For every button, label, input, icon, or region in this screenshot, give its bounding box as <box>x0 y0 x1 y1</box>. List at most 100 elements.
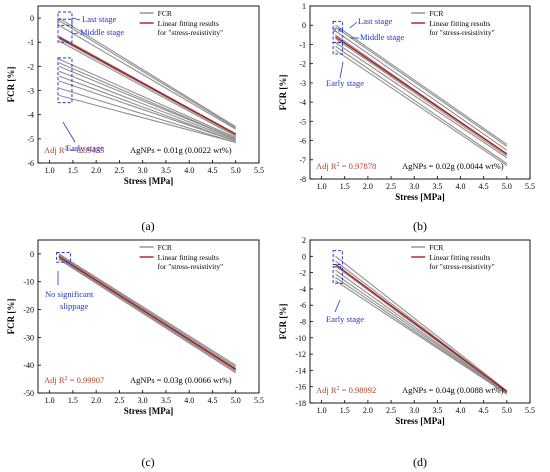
x-tick-label: 1.5 <box>68 396 78 405</box>
arrow-early-stage-b <box>339 61 344 79</box>
x-tick-label: 2.0 <box>363 406 373 415</box>
y-tick-label: -10 <box>23 278 34 287</box>
panel-label: (b) <box>413 219 427 233</box>
x-tick-label: 2.5 <box>386 406 396 415</box>
x-tick-label: 3.0 <box>138 396 148 405</box>
plot-frame <box>37 239 260 394</box>
y-tick-label: -20 <box>23 306 34 315</box>
y-tick-label: -40 <box>23 361 34 370</box>
fcr-series-line <box>335 26 508 147</box>
arrow-middle-stage <box>71 32 79 35</box>
panel-label: (d) <box>413 455 427 469</box>
annotation-middle-stage: Middle stage <box>80 27 124 37</box>
agnps-label: AgNPs = 0.01g (0.0022 wt%) <box>130 145 232 155</box>
legend-fcr-label: FCR <box>158 9 172 18</box>
fcr-series-line <box>58 75 236 142</box>
annotation-middle-stage-b: Middle stage <box>360 32 404 42</box>
y-tick-label: -1 <box>27 38 34 47</box>
y-tick-label: 0 <box>30 14 34 23</box>
x-tick-label: 4.0 <box>184 396 194 405</box>
agnps-label: AgNPs = 0.04g (0.0088 wt%) <box>402 385 504 395</box>
fcr-series-line <box>335 24 508 145</box>
x-tick-label: 5.5 <box>525 406 535 415</box>
y-tick-label: -14 <box>295 366 306 375</box>
fcr-series-line <box>58 87 236 143</box>
y-tick-label: -30 <box>23 333 34 342</box>
stage-highlight-box <box>332 266 343 284</box>
fcr-series-line <box>58 257 237 373</box>
y-tick-label: -12 <box>295 350 306 359</box>
fcr-series-line <box>58 58 236 139</box>
x-tick-label: 5.0 <box>231 166 241 175</box>
x-tick-label: 1.5 <box>340 182 350 191</box>
legend-fcr-label: FCR <box>429 243 443 252</box>
chart-panel-3: 1.0 1.5 2.0 2.5 3.0 3.5 4.0 4.5 5.0 5.5 0 -10 -20 -30… <box>6 239 264 469</box>
x-tick-label: 2.5 <box>114 396 124 405</box>
legend-fit-label: Linear fitting results <box>158 253 219 262</box>
y-tick-label: -2 <box>299 60 306 69</box>
fcr-series-line <box>335 280 508 395</box>
fcr-series-line <box>58 94 236 144</box>
x-tick-label: 2.0 <box>91 166 101 175</box>
fcr-series-line <box>58 65 236 140</box>
x-tick-label: 1.0 <box>317 406 327 415</box>
plot-frame <box>309 5 531 180</box>
y-tick-label: -50 <box>23 389 34 398</box>
stage-highlight-box <box>57 11 73 26</box>
x-tick-label: 1.0 <box>317 182 327 191</box>
y-tick-label: -4 <box>299 98 306 107</box>
y-axis-label: FCR [%] <box>278 304 288 340</box>
fcr-series-line <box>58 254 237 368</box>
x-tick-label: 4.0 <box>456 406 466 415</box>
x-tick-label: 3.5 <box>161 166 171 175</box>
annotation-early-stage-b: Early stage <box>326 78 364 88</box>
linear-fit-line <box>58 256 237 370</box>
x-tick-label: 2.0 <box>91 396 101 405</box>
x-tick-label: 4.5 <box>479 406 489 415</box>
adj-r2-label: Adj R2 = 0.97878 <box>316 161 376 171</box>
y-axis-label: FCR [%] <box>278 75 288 111</box>
x-axis-label: Stress [MPa] <box>124 406 174 416</box>
stage-highlight-box <box>332 42 343 55</box>
x-tick-label: 1.0 <box>45 166 55 175</box>
agnps-label: AgNPs = 0.03g (0.0066 wt%) <box>130 375 232 385</box>
annotation-no-slippage: No significant <box>45 289 94 299</box>
y-tick-label: -18 <box>295 399 306 408</box>
x-tick-label: 2.5 <box>114 166 124 175</box>
y-tick-label: -6 <box>27 159 34 168</box>
adj-r2-label: Adj R2 = 0.89435 <box>44 145 104 155</box>
annotation-last-stage-b: Last stage <box>358 16 392 26</box>
fcr-series-line <box>58 70 236 141</box>
y-tick-label: 0 <box>302 21 306 30</box>
chart-panel-2: 1.0 1.5 2.0 2.5 3.0 3.5 4.0 4.5 5.0 5.5 1 0 -1 -2 -3 -4… <box>278 2 535 233</box>
x-tick-label: 5.5 <box>254 396 264 405</box>
chart-panel-4: 1.0 1.5 2.0 2.5 3.0 3.5 4.0 4.5 5.0 5.5 2 0 -2 -4 -6 -8… <box>278 236 535 469</box>
legend-fit-label: Linear fitting results <box>429 19 490 28</box>
x-tick-label: 3.0 <box>409 182 419 191</box>
fcr-series-line <box>58 80 236 142</box>
stage-highlight-box <box>332 250 343 265</box>
x-tick-label: 5.5 <box>254 166 264 175</box>
stage-highlight-box <box>56 252 72 263</box>
y-tick-label: -16 <box>295 383 306 392</box>
fcr-series-line <box>58 17 237 128</box>
arrow-early-stage <box>62 121 76 143</box>
y-tick-label: -6 <box>299 137 306 146</box>
x-tick-label: 4.5 <box>207 396 217 405</box>
fcr-series-line <box>335 265 508 393</box>
fcr-series-line <box>335 273 508 394</box>
annotation-early-stage: Early stage <box>66 143 104 153</box>
x-axis-label: Stress [MPa] <box>395 416 445 426</box>
fcr-series-line <box>58 40 236 137</box>
fcr-series-line <box>335 255 508 392</box>
fcr-series-line <box>335 49 508 167</box>
legend-fit-label: Linear fitting results <box>158 19 219 28</box>
fcr-series-line <box>58 259 237 374</box>
x-tick-label: 3.5 <box>432 182 442 191</box>
y-tick-label: -2 <box>27 62 34 71</box>
y-tick-label: -7 <box>299 156 306 165</box>
x-tick-label: 5.0 <box>502 182 512 191</box>
legend-fcr-label: FCR <box>429 9 443 18</box>
fcr-series-line <box>58 62 236 140</box>
y-tick-label: 2 <box>302 236 306 245</box>
